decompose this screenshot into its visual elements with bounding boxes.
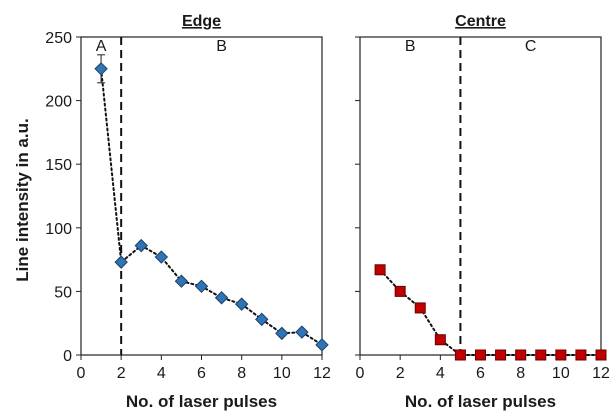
edge-panel-title: Edge	[182, 13, 221, 30]
edge-y-tick-label: 150	[45, 157, 72, 174]
edge-data-point	[196, 280, 208, 292]
edge-x-tick-label: 0	[77, 365, 86, 382]
edge-x-tick-label: 12	[313, 365, 331, 382]
centre-data-point	[576, 350, 586, 360]
centre-panel-title: Centre	[455, 13, 506, 30]
edge-plot-frame	[81, 37, 322, 355]
edge-x-tick-label: 4	[157, 365, 166, 382]
centre-plot-frame	[360, 37, 601, 355]
edge-data-point	[256, 313, 268, 325]
edge-y-tick-label: 250	[45, 30, 72, 47]
edge-series-line	[101, 69, 322, 345]
centre-data-point	[476, 350, 486, 360]
centre-data-point	[496, 350, 506, 360]
edge-data-point	[216, 292, 228, 304]
edge-data-point	[316, 339, 328, 351]
centre-x-tick-label: 2	[396, 365, 405, 382]
edge-y-tick-label: 200	[45, 94, 72, 111]
edge-x-axis-label: No. of laser pulses	[126, 392, 277, 411]
edge-data-point	[175, 275, 187, 287]
edge-region-label: B	[216, 38, 227, 55]
centre-data-point	[415, 303, 425, 313]
centre-region-label: B	[405, 38, 416, 55]
centre-data-point	[516, 350, 526, 360]
centre-panel: 0 2 4 6 8 10 12 B C Centre No. of laser pulses	[355, 13, 610, 411]
centre-x-tick-label: 6	[476, 365, 485, 382]
centre-series-line	[380, 270, 601, 355]
edge-data-point	[95, 63, 107, 75]
edge-panel: 0 2 4 6 8 10 12 0 50 100 150 200 250 A B Edge No. of las…	[45, 13, 331, 411]
centre-data-point	[435, 335, 445, 345]
centre-data-point	[536, 350, 546, 360]
centre-x-tick-label: 10	[552, 365, 570, 382]
edge-y-tick-label: 50	[54, 284, 72, 301]
centre-data-point	[395, 286, 405, 296]
edge-data-point	[276, 327, 288, 339]
edge-y-tick-label: 100	[45, 221, 72, 238]
centre-x-tick-label: 0	[356, 365, 365, 382]
centre-x-tick-label: 4	[436, 365, 445, 382]
y-axis-label: Line intensity in a.u.	[13, 118, 32, 281]
edge-x-tick-label: 6	[197, 365, 206, 382]
centre-x-tick-label: 12	[592, 365, 610, 382]
centre-data-point	[455, 350, 465, 360]
centre-region-label: C	[525, 38, 537, 55]
edge-region-label: A	[96, 38, 107, 55]
edge-x-tick-label: 8	[237, 365, 246, 382]
edge-x-tick-label: 2	[117, 365, 126, 382]
edge-x-tick-label: 10	[273, 365, 291, 382]
centre-x-tick-label: 8	[516, 365, 525, 382]
edge-y-tick-label: 0	[63, 348, 72, 365]
centre-data-point	[375, 265, 385, 275]
centre-data-point	[596, 350, 606, 360]
edge-data-point	[296, 326, 308, 338]
centre-x-axis-label: No. of laser pulses	[405, 392, 556, 411]
centre-data-point	[556, 350, 566, 360]
